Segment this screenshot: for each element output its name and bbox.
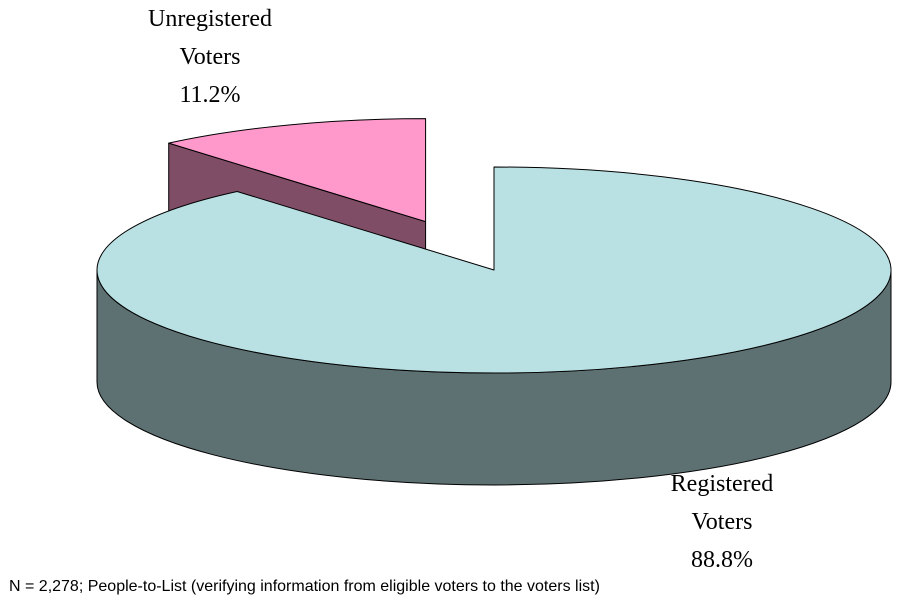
footnote: N = 2,278; People-to-List (verifying inf… xyxy=(9,578,600,595)
slice-name: Unregistered Voters xyxy=(148,6,272,70)
slice-value: 88.8% xyxy=(691,547,753,573)
slice xyxy=(168,118,427,223)
slice-name: Registered Voters xyxy=(670,471,774,535)
slice-label: Unregistered Voters 11.2% xyxy=(130,0,290,114)
slice xyxy=(96,166,892,374)
slice-value: 11.2% xyxy=(179,82,241,108)
slice-label: Registered Voters 88.8% xyxy=(642,465,802,579)
